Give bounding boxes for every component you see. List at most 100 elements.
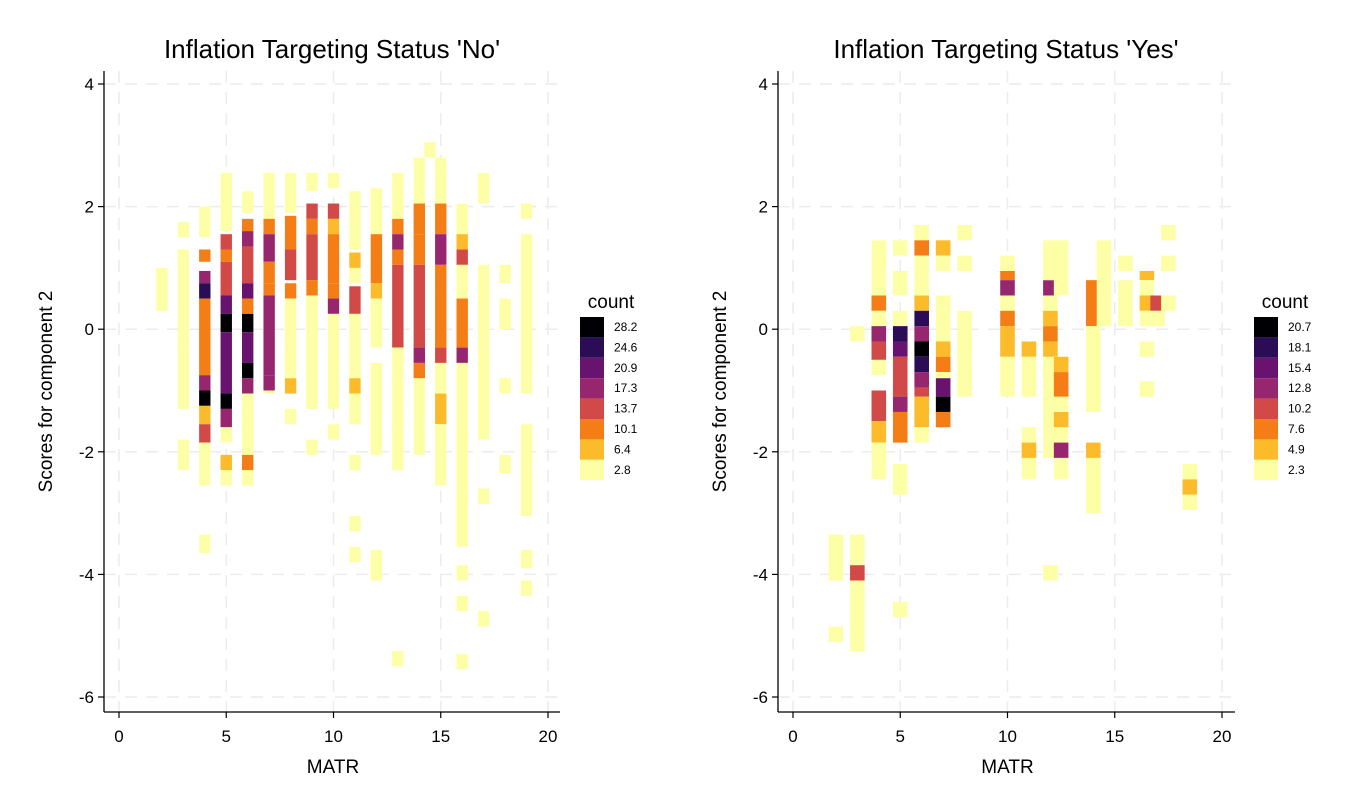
legend-swatch — [580, 337, 604, 358]
legend-swatch — [1254, 337, 1278, 358]
legend-label: 7.6 — [1288, 422, 1305, 436]
heatmap-bin — [327, 283, 340, 299]
heatmap-bin — [914, 356, 929, 373]
heatmap-bin — [850, 565, 865, 581]
heatmap-bin — [477, 488, 490, 504]
heatmap-bin — [914, 255, 929, 281]
y-tick-label: 4 — [85, 75, 94, 94]
heatmap-bin — [327, 218, 340, 235]
y-tick-label: 0 — [759, 320, 768, 339]
x-tick-label: 20 — [1213, 727, 1232, 746]
heatmap-bin — [199, 442, 211, 474]
heatmap-bin — [520, 424, 533, 471]
legend-label: 10.2 — [1288, 402, 1312, 416]
heatmap-bin — [456, 298, 468, 348]
heatmap-bin — [242, 362, 254, 379]
legend-swatch — [580, 317, 604, 338]
heatmap-bin — [499, 298, 511, 330]
heatmap-bin — [306, 439, 318, 455]
legend-swatch — [580, 459, 604, 481]
heatmap-bin — [220, 172, 232, 232]
heatmap-bin — [1182, 464, 1198, 480]
heatmap-bin — [199, 424, 211, 443]
heatmap-bin — [392, 651, 404, 667]
heatmap-bin — [456, 347, 468, 363]
heatmap-bin — [871, 240, 887, 256]
legend-label: 13.7 — [614, 402, 638, 416]
heatmap-bin — [850, 326, 865, 342]
heatmap-bin — [1021, 341, 1037, 357]
heatmap-bin — [306, 295, 318, 348]
heatmap-bin — [957, 255, 972, 271]
heatmap-bin — [892, 601, 908, 618]
heatmap-bin — [242, 470, 254, 486]
legend-swatch — [580, 378, 604, 399]
heatmap-bin — [957, 224, 972, 241]
heatmap-bin — [242, 313, 254, 333]
x-tick-label: 20 — [539, 727, 558, 746]
legend-swatch — [580, 419, 604, 440]
heatmap-bin — [520, 203, 533, 219]
heatmap-bin — [263, 390, 275, 394]
heatmap-bin — [935, 378, 951, 397]
heatmap-bin — [914, 427, 929, 443]
heatmap-bin — [935, 295, 951, 342]
heatmap-bin — [1043, 326, 1058, 342]
legend-swatch — [1254, 357, 1278, 379]
heatmap-bin — [1182, 494, 1198, 511]
heatmap-bin — [370, 439, 383, 455]
heatmap-bin — [1150, 310, 1165, 327]
heatmap-bin — [1000, 280, 1015, 296]
heatmap-bin — [392, 249, 404, 265]
heatmap-bin — [349, 347, 361, 379]
heatmap-bin — [220, 454, 232, 471]
heatmap-bin — [914, 280, 929, 296]
heatmap-bin — [456, 234, 468, 250]
heatmap-bin — [1139, 381, 1155, 397]
heatmap-bin — [456, 203, 468, 235]
heatmap-bin — [435, 264, 447, 296]
legend-title: count — [588, 292, 635, 313]
y-tick-label: -2 — [79, 443, 94, 462]
heatmap-bin — [349, 546, 361, 563]
heatmap-bin — [220, 332, 232, 394]
heatmap-bin — [892, 411, 908, 443]
heatmap-bin — [456, 362, 468, 547]
heatmap-bin — [1118, 280, 1133, 296]
heatmap-bin — [477, 611, 490, 627]
heatmap-bin — [871, 255, 887, 296]
heatmap-bin — [392, 218, 404, 235]
heatmap-bin — [370, 283, 383, 299]
heatmap-bin — [220, 295, 232, 314]
heatmap-bin — [263, 172, 275, 219]
legend-swatch — [580, 357, 604, 379]
heatmap-bin — [370, 549, 383, 581]
heatmap-bin — [327, 234, 340, 284]
heatmap-bin — [871, 390, 887, 422]
heatmap-bin — [199, 534, 211, 553]
heatmap-bin — [520, 485, 533, 517]
heatmap-bin — [242, 218, 254, 232]
heatmap-bin — [1000, 255, 1015, 271]
heatmap-bin — [413, 157, 425, 189]
legend-label: 20.7 — [1288, 320, 1312, 334]
heatmap-bin — [392, 234, 404, 250]
heatmap-bin — [284, 283, 297, 299]
heatmap-bin — [306, 280, 318, 296]
heatmap-bin — [1043, 565, 1058, 581]
heatmap-bin — [435, 362, 447, 394]
heatmap-bin — [435, 424, 447, 486]
heatmap-bin — [306, 378, 318, 409]
heatmap-bin — [413, 188, 425, 204]
heatmap-bin — [435, 295, 447, 348]
y-axis-label: Scores for component 2 — [36, 291, 57, 493]
heatmap-bin — [520, 580, 533, 596]
heatmap-bin — [1139, 341, 1155, 357]
heatmap-bin — [520, 470, 533, 486]
heatmap-bin — [220, 313, 232, 333]
heatmap-bin — [435, 172, 447, 204]
heatmap-bin — [477, 172, 490, 204]
heatmap-bin — [914, 387, 929, 397]
legend-label: 24.6 — [614, 340, 638, 354]
